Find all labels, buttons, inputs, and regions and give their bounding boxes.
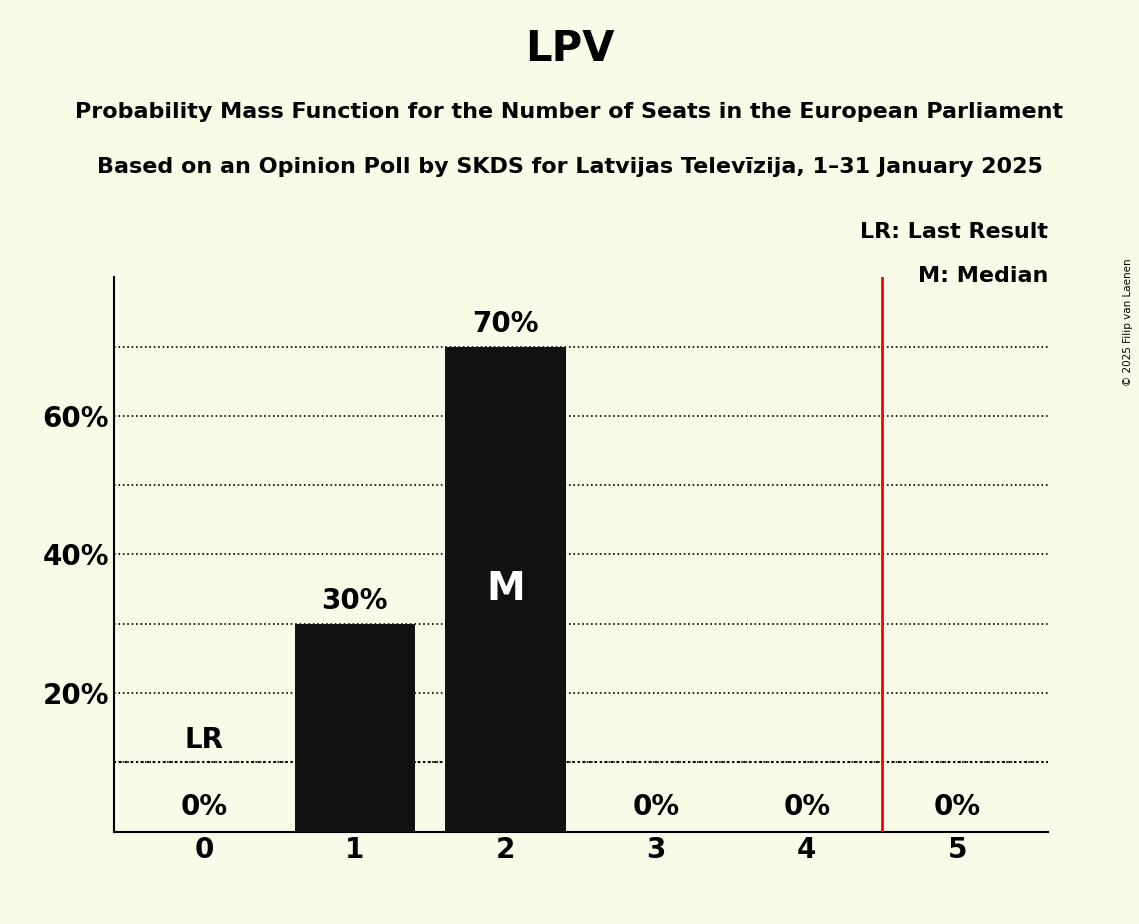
Text: 0%: 0% (632, 793, 680, 821)
Bar (445, 346, 566, 832)
Text: Based on an Opinion Poll by SKDS for Latvijas Televīzija, 1–31 January 2025: Based on an Opinion Poll by SKDS for Lat… (97, 157, 1042, 177)
Text: 0%: 0% (181, 793, 228, 821)
Bar (295, 624, 416, 832)
Text: LR: LR (185, 726, 223, 754)
Text: 0%: 0% (784, 793, 830, 821)
Text: Probability Mass Function for the Number of Seats in the European Parliament: Probability Mass Function for the Number… (75, 102, 1064, 122)
Text: 30%: 30% (321, 588, 388, 615)
Text: LR: Last Result: LR: Last Result (860, 222, 1048, 242)
Text: LPV: LPV (525, 28, 614, 69)
Text: M: Median: M: Median (918, 266, 1048, 286)
Text: 0%: 0% (934, 793, 981, 821)
Text: M: M (486, 570, 525, 608)
Text: © 2025 Filip van Laenen: © 2025 Filip van Laenen (1123, 259, 1133, 386)
Text: 70%: 70% (473, 310, 539, 338)
